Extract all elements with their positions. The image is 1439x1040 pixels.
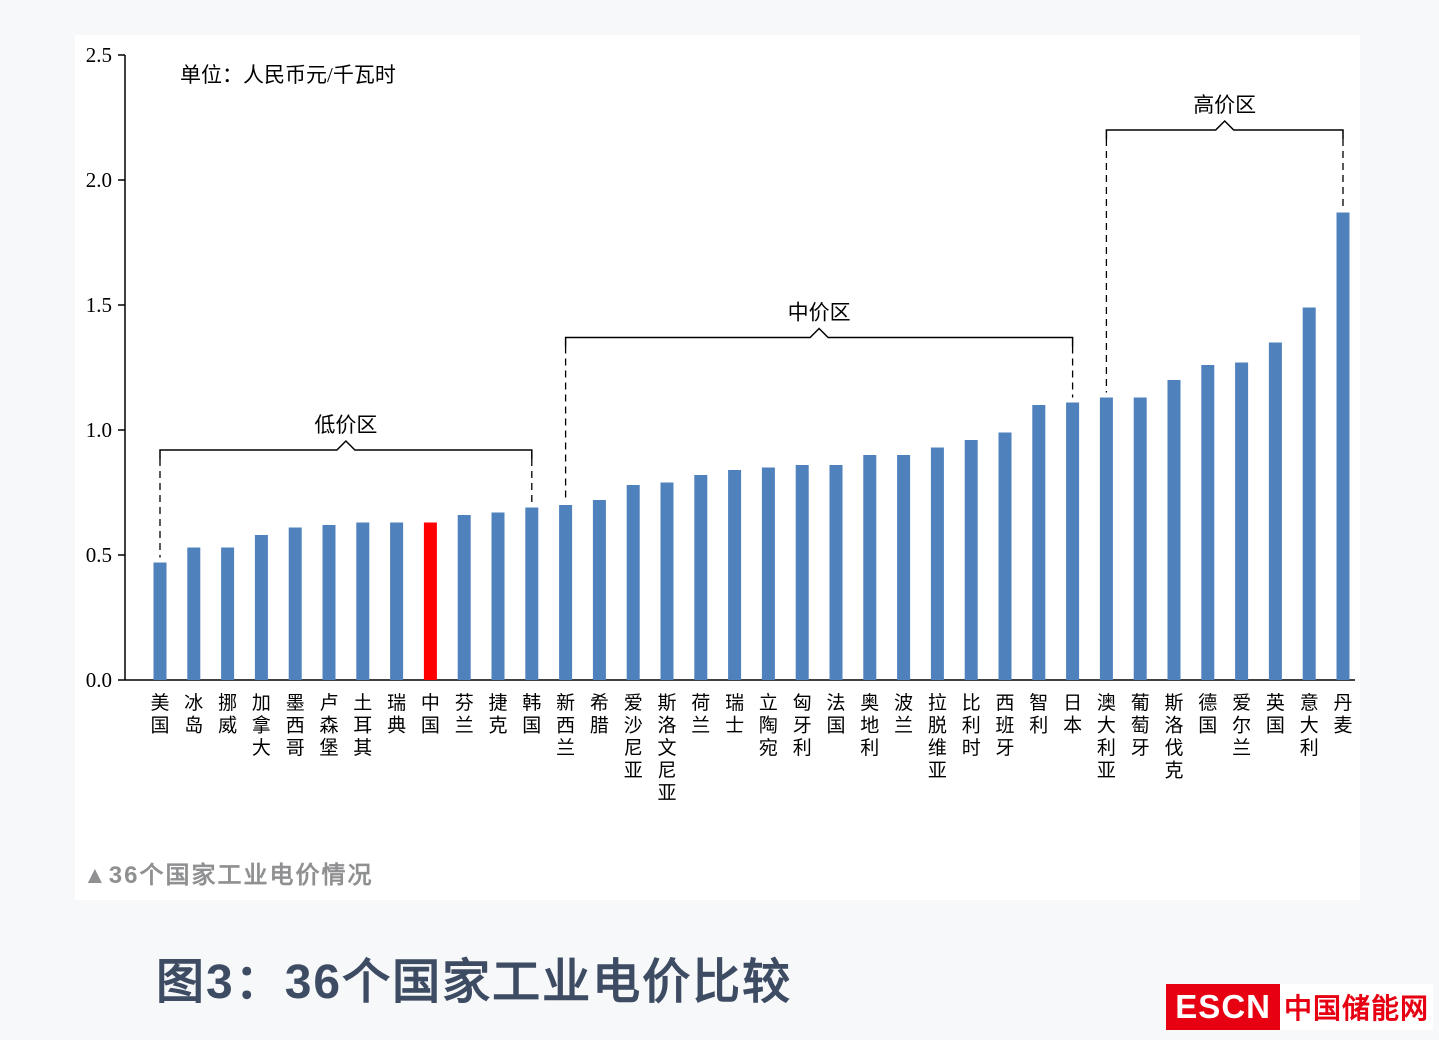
- bar: [356, 522, 370, 680]
- bar: [829, 465, 843, 680]
- x-axis-category-label: 新西兰: [556, 692, 575, 759]
- x-axis-category-label: 瑞典: [387, 692, 406, 736]
- x-axis-category-label: 爱沙尼亚: [624, 692, 643, 781]
- x-axis-category-label: 芬兰: [455, 692, 474, 736]
- zone-brace: [564, 327, 1074, 347]
- industrial-electricity-price-bar-chart: 0.0 0.5 1.0 1.5 2.0 2.5 美国冰岛挪威加拿大墨西哥卢森堡土耳其瑞典中国…: [86, 43, 1355, 804]
- x-axis-category-label: 法国: [826, 692, 845, 736]
- x-axis-category-label: 葡萄牙: [1131, 692, 1150, 759]
- y-axis-tick-label: 0.0: [86, 668, 112, 692]
- escn-logo-abbr: ESCN: [1166, 984, 1280, 1030]
- bar: [1336, 212, 1350, 680]
- x-axis-category-label: 挪威: [218, 692, 237, 736]
- x-axis-category-label: 土耳其: [353, 692, 372, 759]
- bar: [322, 525, 336, 680]
- x-axis-category-label: 英国: [1266, 692, 1285, 736]
- x-axis-category-label: 匈牙利: [793, 692, 812, 759]
- x-axis-category-label: 奥地利: [860, 692, 879, 759]
- bar: [897, 455, 911, 680]
- x-axis-category-label: 美国: [150, 692, 169, 736]
- x-axis-category-label: 拉脱维亚: [928, 692, 947, 781]
- bar: [254, 535, 268, 680]
- bar: [694, 475, 708, 680]
- bar: [221, 547, 235, 680]
- bar: [1201, 365, 1215, 680]
- bar: [1235, 362, 1249, 680]
- x-axis-category-label: 日本: [1063, 693, 1082, 736]
- x-axis-category-label: 墨西哥: [286, 693, 305, 759]
- bar: [1133, 397, 1147, 680]
- bar: [390, 522, 404, 680]
- escn-logo-name: 中国储能网: [1279, 984, 1433, 1030]
- bar: [288, 527, 302, 680]
- bar: [525, 507, 539, 680]
- x-axis-category-label: 希腊: [590, 692, 609, 736]
- x-axis-category-label: 瑞士: [725, 692, 744, 736]
- bar: [1099, 397, 1113, 680]
- bar: [1268, 342, 1282, 680]
- bar-highlight: [423, 522, 437, 680]
- x-axis-category-label: 智利: [1029, 692, 1048, 736]
- bar: [626, 485, 640, 680]
- bar: [457, 515, 471, 680]
- bar: [930, 447, 944, 680]
- unit-label: 单位：人民币元/千瓦时: [180, 63, 396, 87]
- x-axis-category-label: 澳大利亚: [1097, 692, 1116, 781]
- bar: [1302, 307, 1316, 680]
- bar: [491, 512, 505, 680]
- bar: [795, 465, 809, 680]
- chart-panel: 0.0 0.5 1.0 1.5 2.0 2.5 美国 冰岛 挪威 加拿大 墨西哥 卢森堡 土耳其 瑞典 中国…: [75, 35, 1360, 900]
- y-axis-tick-label: 2.0: [86, 168, 112, 192]
- bar: [728, 470, 742, 680]
- bar: [964, 440, 978, 680]
- bar: [1032, 405, 1046, 680]
- bar: [660, 482, 674, 680]
- x-axis-category-label: 加拿大: [252, 692, 271, 759]
- zone-brace: [1105, 119, 1344, 139]
- x-axis-category-label: 冰岛: [184, 692, 203, 736]
- x-axis-category-label: 波兰: [894, 692, 913, 736]
- y-axis-tick-label: 1.5: [86, 293, 112, 317]
- bar: [153, 562, 167, 680]
- zone-brace: [159, 439, 533, 459]
- zone-label: 高价区: [1193, 93, 1256, 117]
- y-axis-tick-label: 0.5: [86, 543, 112, 567]
- chart-caption: ▲36个国家工业电价情况: [83, 862, 374, 889]
- bar: [761, 467, 775, 680]
- x-axis-category-label: 立陶宛: [759, 692, 778, 759]
- escn-logo: ESCN 中国储能网: [1166, 984, 1433, 1030]
- bar: [998, 432, 1012, 680]
- x-axis-category-label: 斯洛伐克: [1164, 692, 1183, 781]
- x-axis-category-label: 中国: [421, 692, 440, 736]
- x-axis-category-label: 荷兰: [691, 692, 710, 736]
- bar: [863, 455, 877, 680]
- x-axis-category-label: 意大利: [1300, 692, 1319, 759]
- bar: [592, 500, 606, 680]
- x-axis-category-label: 德国: [1198, 692, 1217, 736]
- zone-label: 中价区: [788, 301, 851, 325]
- x-axis-category-label: 西班牙: [995, 693, 1014, 759]
- x-axis-category-label: 爱尔兰: [1232, 692, 1251, 759]
- bar: [1066, 402, 1080, 680]
- figure-title: 图3：36个国家工业电价比较: [156, 956, 793, 1009]
- x-axis-category-label: 韩国: [522, 692, 541, 736]
- x-axis-category-label: 斯洛文尼亚: [657, 692, 676, 804]
- x-axis-category-label: 丹麦: [1333, 693, 1352, 736]
- bar: [187, 547, 201, 680]
- y-axis-tick-label: 1.0: [86, 418, 112, 442]
- x-axis-category-label: 卢森堡: [319, 692, 338, 759]
- bar: [1167, 380, 1181, 680]
- zone-label: 低价区: [314, 413, 377, 437]
- bar: [559, 505, 573, 680]
- x-axis-category-label: 比利时: [962, 692, 981, 759]
- x-axis-category-label: 捷克: [488, 692, 507, 736]
- y-axis-tick-label: 2.5: [86, 43, 112, 67]
